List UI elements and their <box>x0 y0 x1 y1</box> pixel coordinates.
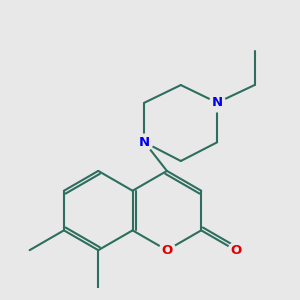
Text: N: N <box>212 96 223 109</box>
Text: O: O <box>230 244 241 257</box>
Text: N: N <box>139 136 150 149</box>
Text: O: O <box>161 244 172 257</box>
